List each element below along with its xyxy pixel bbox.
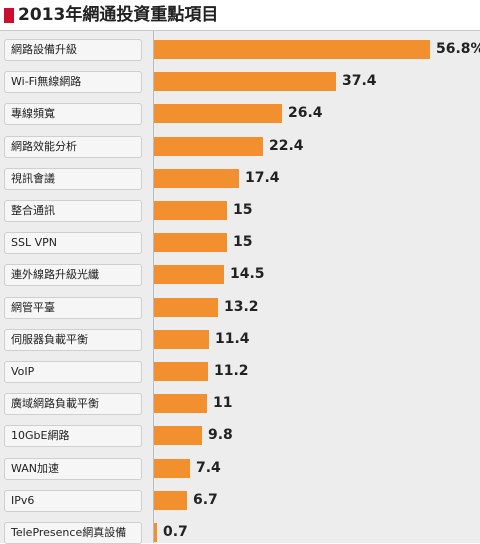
category-label: WAN加速 bbox=[4, 458, 142, 480]
category-label: 10GbE網路 bbox=[4, 425, 142, 447]
bar bbox=[154, 330, 209, 349]
chart-header: 2013年網通投資重點項目 bbox=[0, 0, 480, 32]
bar-value-label: 22.4 bbox=[269, 138, 304, 154]
bar-value-label: 9.8 bbox=[208, 427, 233, 443]
bar-value-label: 11 bbox=[213, 395, 233, 411]
bar bbox=[154, 491, 187, 510]
category-label: 專線頻寬 bbox=[4, 103, 142, 125]
bar-value-label: 13.2 bbox=[224, 299, 259, 315]
category-label: 網路效能分析 bbox=[4, 136, 142, 158]
category-label: TelePresence網真設備 bbox=[4, 522, 142, 544]
category-label: 整合通訊 bbox=[4, 200, 142, 222]
bar bbox=[154, 298, 218, 317]
bar-value-label: 7.4 bbox=[196, 460, 221, 476]
bar bbox=[154, 169, 239, 188]
category-label: 連外線路升級光纖 bbox=[4, 264, 142, 286]
bar bbox=[154, 362, 208, 381]
bar-axis-line bbox=[153, 31, 154, 543]
category-label: SSL VPN bbox=[4, 232, 142, 254]
category-label: Wi-Fi無線網路 bbox=[4, 71, 142, 93]
bar-value-label: 37.4 bbox=[342, 73, 377, 89]
bar-value-label: 15 bbox=[233, 202, 253, 218]
category-label: 網路設備升級 bbox=[4, 39, 142, 61]
bar bbox=[154, 233, 227, 252]
bar bbox=[154, 426, 202, 445]
bar-value-label: 0.7 bbox=[163, 524, 188, 540]
bar-value-label: 15 bbox=[233, 234, 253, 250]
category-label: 廣域網路負載平衡 bbox=[4, 393, 142, 415]
bar bbox=[154, 137, 263, 156]
chart-title: 2013年網通投資重點項目 bbox=[18, 5, 219, 25]
category-label: 伺服器負載平衡 bbox=[4, 329, 142, 351]
bar bbox=[154, 523, 157, 542]
title-marker bbox=[4, 8, 14, 23]
bar bbox=[154, 201, 227, 220]
bar-value-label: 6.7 bbox=[193, 492, 218, 508]
category-label: 視訊會議 bbox=[4, 168, 142, 190]
category-label: IPv6 bbox=[4, 490, 142, 512]
bar bbox=[154, 394, 207, 413]
bar-value-label: 17.4 bbox=[245, 170, 280, 186]
category-label: 網管平臺 bbox=[4, 297, 142, 319]
bar bbox=[154, 459, 190, 478]
bar-value-label: 56.8% bbox=[436, 41, 480, 57]
bar-value-label: 26.4 bbox=[288, 105, 323, 121]
bar bbox=[154, 40, 430, 59]
bar-value-label: 14.5 bbox=[230, 266, 265, 282]
bar bbox=[154, 265, 224, 284]
title-divider bbox=[0, 30, 480, 31]
bar-value-label: 11.4 bbox=[215, 331, 250, 347]
bar bbox=[154, 104, 282, 123]
bar bbox=[154, 72, 336, 91]
category-label: VoIP bbox=[4, 361, 142, 383]
bar-value-label: 11.2 bbox=[214, 363, 249, 379]
